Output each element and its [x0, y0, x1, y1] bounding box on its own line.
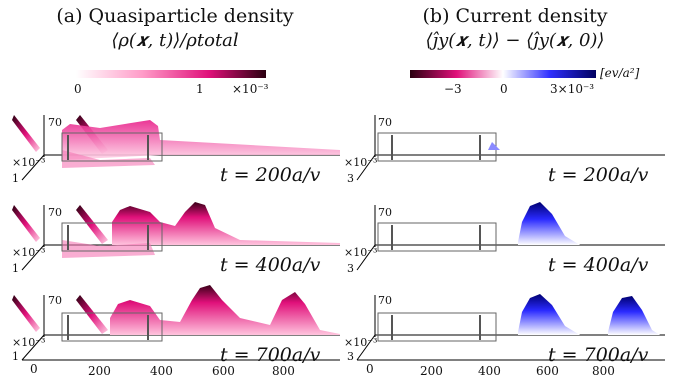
a-time-label-1: t = 200a/v — [220, 164, 321, 186]
a-row3-scale: ×10⁻³ — [12, 336, 46, 349]
a-row3-y-top: 70 — [48, 294, 62, 307]
colorbar-b-unit: [ev/a²] — [600, 66, 640, 80]
b-row1-z-tick: 3 — [347, 172, 354, 185]
a-time-label-3: t = 700a/v — [220, 344, 321, 366]
b-x-tick-400: 400 — [478, 364, 501, 378]
panel-b-expression: ⟨ĵy(𝒙, t)⟩ − ⟨ĵy(𝒙, 0)⟩ — [425, 30, 605, 51]
a-row1-y-top: 70 — [48, 116, 62, 129]
b-row2-z-tick: 3 — [347, 262, 354, 275]
b-row3-scale: ×10⁻³ — [344, 336, 378, 349]
panel-a-row-1 — [12, 115, 340, 181]
panel-b-title: (b) Current density — [422, 5, 608, 27]
b-x-tick-200: 200 — [420, 364, 443, 378]
colorbar-a-tick-0: 0 — [74, 82, 82, 96]
b-row3-z-tick: 3 — [347, 350, 354, 363]
a-row2-y-top: 70 — [48, 206, 62, 219]
a-row2-z-tick: 1 — [12, 262, 19, 275]
colorbar-a-tick-1: 1 — [196, 82, 204, 96]
colorbar-b-tick-2: 3×10⁻³ — [550, 82, 595, 96]
b-time-label-1: t = 200a/v — [548, 164, 649, 186]
panel-a-row-3 — [12, 285, 340, 361]
colorbar-b-tick-0: −3 — [444, 82, 462, 96]
a-x-tick-600: 600 — [212, 364, 235, 378]
b-row1-scale: ×10⁻³ — [344, 156, 378, 169]
b-time-label-2: t = 400a/v — [548, 254, 649, 276]
a-row2-scale: ×10⁻³ — [12, 246, 46, 259]
b-x-tick-600: 600 — [536, 364, 559, 378]
b-x-tick-800: 800 — [592, 364, 615, 378]
a-origin-label: 0 — [30, 362, 38, 376]
panel-b-row-1 — [356, 115, 665, 181]
b-row2-scale: ×10⁻³ — [344, 246, 378, 259]
colorbar-b-tick-1: 0 — [500, 82, 508, 96]
colorbar-a-scale: ×10⁻³ — [232, 82, 269, 96]
panel-b-row-3 — [356, 294, 665, 361]
colorbar-b — [410, 70, 596, 78]
b-row3-y-top: 70 — [378, 294, 392, 307]
a-x-tick-800: 800 — [272, 364, 295, 378]
panel-a-row-2 — [12, 202, 340, 271]
panel-a-expression: ⟨ρ(𝒙, t)⟩/ρtotal — [111, 30, 239, 51]
panel-b-row-2 — [356, 202, 665, 271]
panel-a-title: (a) Quasiparticle density — [56, 5, 294, 27]
a-x-tick-200: 200 — [88, 364, 111, 378]
a-row3-z-tick: 1 — [12, 350, 19, 363]
a-row1-scale: ×10⁻³ — [12, 156, 46, 169]
a-row1-z-tick: 1 — [12, 172, 19, 185]
a-time-label-2: t = 400a/v — [220, 254, 321, 276]
colorbar-a — [76, 70, 266, 78]
b-row2-y-top: 70 — [378, 206, 392, 219]
b-row1-y-top: 70 — [378, 116, 392, 129]
b-time-label-3: t = 700a/v — [548, 344, 649, 366]
a-x-tick-400: 400 — [150, 364, 173, 378]
b-origin-label: 0 — [366, 362, 374, 376]
